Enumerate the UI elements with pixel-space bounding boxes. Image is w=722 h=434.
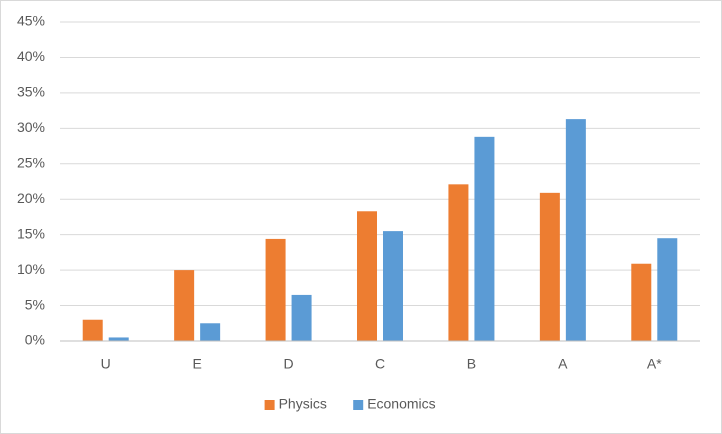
bar (82, 319, 103, 341)
bar (174, 270, 195, 341)
x-tick-label: A (558, 356, 568, 372)
bar (448, 184, 469, 341)
x-tick-label: U (101, 356, 111, 372)
bar (291, 294, 312, 341)
bar (200, 323, 221, 341)
y-tick-label: 45% (17, 13, 45, 29)
x-tick-label: B (467, 356, 476, 372)
bar (565, 119, 586, 342)
y-tick-label: 30% (17, 119, 45, 135)
legend-label: Physics (279, 396, 327, 412)
y-tick-label: 35% (17, 84, 45, 100)
x-tick-label: D (284, 356, 294, 372)
x-tick-label: C (375, 356, 385, 372)
legend-swatch (353, 400, 364, 410)
y-tick-label: 15% (17, 225, 45, 241)
y-tick-label: 10% (17, 261, 45, 277)
bar (474, 136, 495, 341)
y-tick-label: 5% (25, 296, 45, 312)
bar (657, 238, 678, 341)
bar (383, 231, 403, 341)
legend-swatch (264, 400, 275, 410)
bar (539, 192, 560, 341)
bar (108, 337, 129, 341)
bar (357, 211, 377, 341)
y-tick-label: 25% (17, 154, 45, 170)
x-tick-label: E (192, 356, 201, 372)
y-tick-label: 20% (17, 190, 45, 206)
x-tick-label: A* (647, 356, 662, 372)
y-tick-label: 0% (25, 332, 45, 348)
y-tick-label: 40% (17, 48, 45, 64)
legend-label: Economics (367, 396, 435, 412)
bar (631, 263, 652, 341)
bar (265, 238, 286, 341)
